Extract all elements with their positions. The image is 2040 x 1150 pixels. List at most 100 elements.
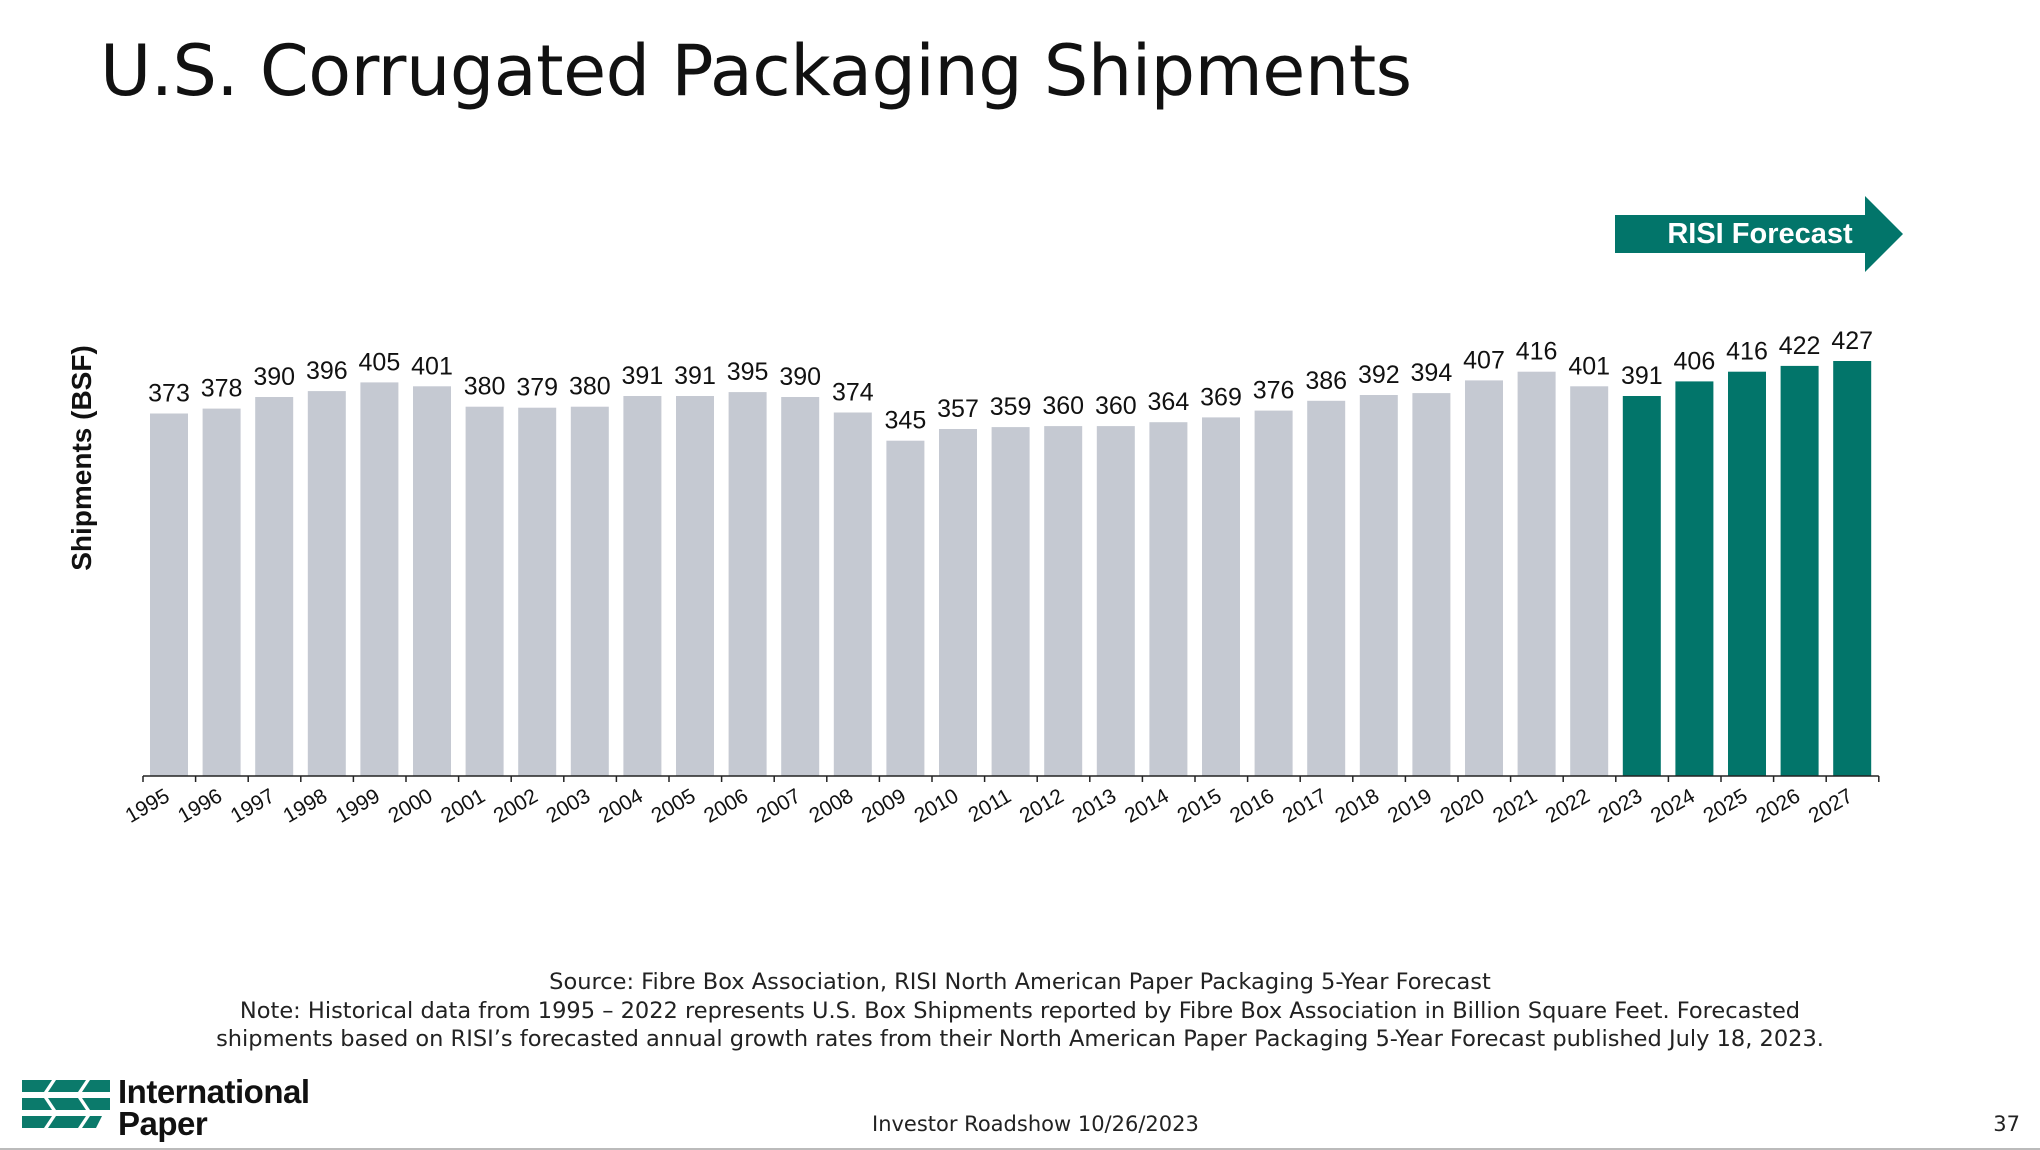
data-label-2007: 390 <box>779 363 821 391</box>
forecast-arrow-icon <box>1615 196 1903 272</box>
note-line-2: shipments based on RISI’s forecasted ann… <box>216 1026 1824 1052</box>
x-tick-label-2008: 2008 <box>805 784 857 827</box>
bar-2018 <box>1359 395 1398 776</box>
x-tick-label-1995: 1995 <box>122 784 174 827</box>
data-label-2017: 386 <box>1305 367 1347 395</box>
x-tick-label-2015: 2015 <box>1174 784 1226 827</box>
data-label-1996: 378 <box>201 375 243 403</box>
x-tick-label-2012: 2012 <box>1016 784 1068 827</box>
data-label-2012: 360 <box>1042 392 1084 420</box>
bar-1995 <box>150 413 188 776</box>
x-tick-label-2023: 2023 <box>1594 784 1646 827</box>
x-tick-label-2019: 2019 <box>1384 784 1436 827</box>
data-label-1998: 396 <box>306 357 348 385</box>
international-paper-logo-icon <box>22 1080 110 1128</box>
forecast-label: RISI Forecast <box>1667 218 1853 250</box>
bar-2007 <box>781 397 820 776</box>
bar-1998 <box>307 391 346 776</box>
data-label-2024: 406 <box>1674 347 1716 375</box>
bar-2020 <box>1465 380 1503 776</box>
x-tick-label-2017: 2017 <box>1279 784 1331 827</box>
data-label-2021: 416 <box>1516 338 1558 366</box>
logo-line-2: Paper <box>118 1105 208 1142</box>
x-tick-label-2024: 2024 <box>1647 784 1699 827</box>
data-label-1995: 373 <box>148 380 190 408</box>
data-label-2020: 407 <box>1463 346 1505 374</box>
data-label-2002: 379 <box>516 374 558 402</box>
bar-2025 <box>1728 371 1766 776</box>
x-tick-label-2021: 2021 <box>1489 784 1541 827</box>
x-tick-label-2027: 2027 <box>1805 784 1857 827</box>
bars-group: 373 378 390 396 405 401 380 379 380 391 391 395 390 3… <box>148 327 1873 776</box>
bar-2009 <box>886 440 925 776</box>
x-tick-label-2003: 2003 <box>542 784 594 827</box>
data-label-2010: 357 <box>937 395 979 423</box>
bar-1997 <box>255 397 294 776</box>
x-tick-label-2013: 2013 <box>1068 784 1120 827</box>
bar-2000 <box>413 386 451 776</box>
bar-2001 <box>465 406 504 776</box>
x-tick-label-1997: 1997 <box>227 784 279 827</box>
data-label-2008: 374 <box>832 379 874 407</box>
bar-2026 <box>1780 365 1819 776</box>
x-tick-label-2001: 2001 <box>437 784 489 827</box>
data-label-2027: 427 <box>1831 327 1873 355</box>
bar-2016 <box>1254 410 1293 776</box>
x-tick-label-2025: 2025 <box>1700 784 1752 827</box>
data-label-2014: 364 <box>1148 388 1190 416</box>
x-tick-label-2002: 2002 <box>490 784 542 827</box>
bar-2010 <box>939 429 977 776</box>
data-label-2022: 401 <box>1568 352 1610 380</box>
bar-2014 <box>1149 422 1188 776</box>
x-tick-label-2018: 2018 <box>1331 784 1383 827</box>
bar-2022 <box>1570 386 1609 776</box>
y-axis-label: Shipments (BSF) <box>66 345 97 571</box>
slide-title: U.S. Corrugated Packaging Shipments <box>100 30 1412 112</box>
x-tick-label-1999: 1999 <box>332 784 384 827</box>
source-line: Source: Fibre Box Association, RISI Nort… <box>549 969 1491 995</box>
x-tick-label-2014: 2014 <box>1121 784 1173 827</box>
bar-2006 <box>728 392 767 776</box>
x-tick-label-2007: 2007 <box>753 784 805 827</box>
bar-2005 <box>676 396 714 776</box>
data-label-2018: 392 <box>1358 361 1400 389</box>
x-tick-label-2009: 2009 <box>858 784 910 827</box>
bar-2013 <box>1096 426 1135 776</box>
bar-2024 <box>1675 381 1714 776</box>
data-label-2015: 369 <box>1200 383 1242 411</box>
data-label-2011: 359 <box>990 393 1032 421</box>
data-label-2004: 391 <box>622 362 664 390</box>
logo-line-1: International <box>118 1073 310 1110</box>
x-tick-label-2004: 2004 <box>595 784 647 827</box>
page-number: 37 <box>1993 1112 2020 1136</box>
x-tick-label-1998: 1998 <box>279 784 331 827</box>
bar-2003 <box>570 406 609 776</box>
x-tick-label-2006: 2006 <box>700 784 752 827</box>
bar-2017 <box>1307 400 1346 776</box>
x-tick-label-2000: 2000 <box>385 784 437 827</box>
x-tick-label-1996: 1996 <box>174 784 226 827</box>
data-label-2003: 380 <box>569 373 611 401</box>
data-label-1999: 405 <box>359 348 401 376</box>
footer-text: Investor Roadshow 10/26/2023 <box>872 1112 1199 1136</box>
x-axis: 1995 1996 1997 1998 1999 2000 2001 2002 2003 2004… <box>122 775 1880 828</box>
data-label-2009: 345 <box>885 407 927 435</box>
data-label-2005: 391 <box>674 362 716 390</box>
bar-2008 <box>833 412 872 776</box>
data-label-2023: 391 <box>1621 362 1663 390</box>
data-label-2016: 376 <box>1253 377 1295 405</box>
bar-2019 <box>1412 393 1451 776</box>
note-line-1: Note: Historical data from 1995 – 2022 r… <box>239 997 1801 1024</box>
bar-1999 <box>360 382 399 776</box>
x-tick-label-2005: 2005 <box>648 784 700 827</box>
data-label-2025: 416 <box>1726 338 1768 366</box>
bar-2011 <box>991 427 1030 776</box>
bottom-rule <box>0 1148 2040 1150</box>
x-tick-label-2020: 2020 <box>1437 784 1489 827</box>
bar-2002 <box>518 407 557 776</box>
x-tick-label-2016: 2016 <box>1226 784 1278 827</box>
bar-2012 <box>1044 426 1083 776</box>
source-notes: Source: Fibre Box Association, RISI Nort… <box>0 968 2040 1054</box>
data-label-2019: 394 <box>1411 359 1453 387</box>
bar-2027 <box>1833 361 1872 776</box>
